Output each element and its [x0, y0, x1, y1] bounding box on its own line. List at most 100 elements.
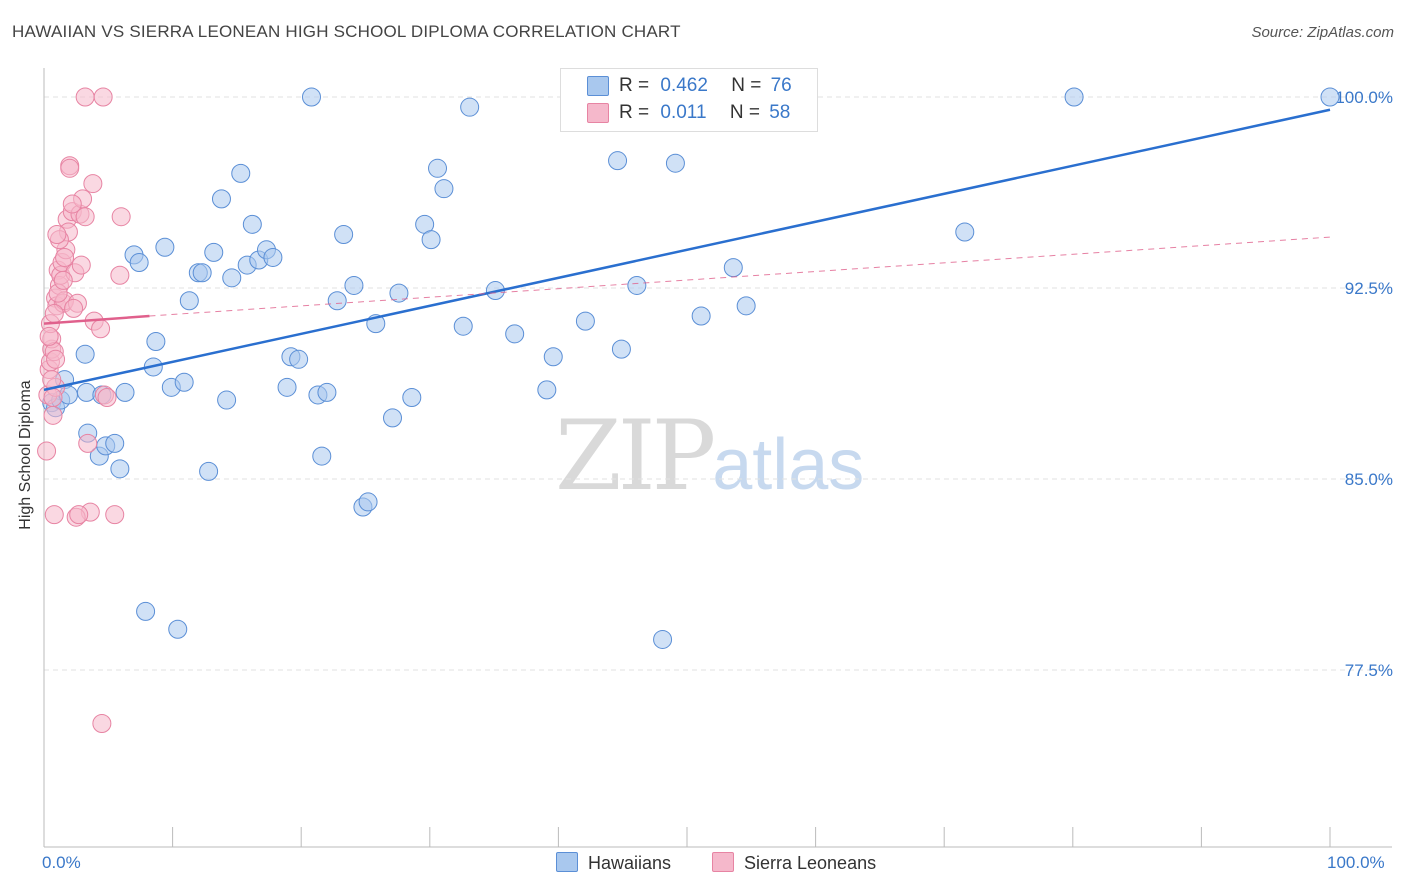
hawaiian-point [691, 306, 711, 326]
hawaiian-point [129, 253, 149, 273]
source-label: Source: ZipAtlas.com [1251, 24, 1394, 41]
hawaiian-point [115, 382, 135, 402]
hawaiian-point [453, 316, 473, 336]
hawaiian-point [736, 296, 756, 316]
legend-swatch-pink [587, 103, 609, 123]
hawaiian-point [110, 459, 130, 479]
hawaiian-point [1064, 87, 1084, 107]
hawaiian-point [575, 311, 595, 331]
hawaiian-point [327, 291, 347, 311]
sierra-leonean-point [37, 441, 57, 461]
hawaiian-point [301, 87, 321, 107]
sierra-leonean-point [64, 298, 84, 318]
hawaiian-point [242, 214, 262, 234]
legend-n-value: 76 [770, 75, 792, 96]
hawaiian-point [653, 629, 673, 649]
bottom-legend-swatch-blue [556, 852, 578, 872]
hawaiian-point [75, 344, 95, 364]
hawaiian-trend-line [43, 108, 1331, 392]
hawaiian-point [136, 601, 156, 621]
hawaiian-point [312, 446, 332, 466]
bottom-legend-label: Sierra Leoneans [744, 853, 877, 873]
sierra-leonean-point [105, 505, 125, 525]
bottom-legend-swatch-pink [712, 852, 734, 872]
hawaiian-point [611, 339, 631, 359]
sierra-leonean-point [60, 158, 80, 178]
bottom-legend-hawaiians: Hawaiians [556, 852, 671, 874]
sierra-leonean-point [44, 505, 64, 525]
bottom-legend-sierra-leoneans: Sierra Leoneans [712, 852, 876, 874]
sierra-leonean-point [93, 87, 113, 107]
y-tick-label: 77.5% [1345, 661, 1393, 680]
hawaiian-point [505, 324, 525, 344]
hawaiian-point [665, 153, 685, 173]
sierra-leonean-point [46, 349, 66, 369]
sierra-leonean-point [75, 207, 95, 227]
legend-n-value: 58 [769, 102, 791, 123]
hawaiian-point [222, 268, 242, 288]
hawaiian-point [146, 331, 166, 351]
x-tick-label-max: 100.0% [1327, 853, 1385, 872]
sierra-leonean-point [53, 270, 73, 290]
hawaiian-point [317, 382, 337, 402]
sierra-leonean-point [110, 265, 130, 285]
legend-n-label: N = [729, 102, 760, 123]
hawaiian-point [168, 619, 188, 639]
hawaiian-point [955, 222, 975, 242]
hawaiian-point [383, 408, 403, 428]
hawaiian-point [179, 291, 199, 311]
legend-r-label: R = [619, 75, 650, 96]
hawaiian-point [289, 349, 309, 369]
hawaiian-point [402, 388, 422, 408]
sierra-leonean-point [92, 713, 112, 733]
hawaiian-point [155, 237, 175, 257]
sierra-leonean-point [69, 505, 89, 525]
legend-r-value: 0.462 [660, 75, 708, 96]
sierra-leonean-point [111, 207, 131, 227]
sierra-leonean-point [47, 225, 67, 245]
hawaiian-point [537, 380, 557, 400]
x-tick-label-min: 0.0% [42, 853, 81, 872]
sierra-leonean-point [71, 255, 91, 275]
watermark-atlas: atlas [712, 425, 865, 505]
sierra-leonean-point [83, 174, 103, 194]
legend-r-label: R = [619, 102, 650, 123]
hawaiian-point [421, 230, 441, 250]
hawaiian-point [174, 372, 194, 392]
hawaiian-point [543, 347, 563, 367]
hawaiian-point [389, 283, 409, 303]
hawaiian-point [344, 275, 364, 295]
hawaiian-point [723, 258, 743, 278]
hawaiian-point [358, 492, 378, 512]
sierra-leonean-trend-line [43, 314, 150, 325]
hawaiian-point [627, 275, 647, 295]
hawaiian-point [334, 225, 354, 245]
hawaiian-point [192, 263, 212, 283]
sierra-leonean-point [91, 319, 111, 339]
sierra-leonean-point [43, 405, 63, 425]
correlation-legend: R = 0.462 N = 76 R = 0.011 N = 58 [560, 68, 818, 132]
legend-r-value: 0.011 [660, 102, 707, 123]
hawaiian-point [199, 461, 219, 481]
watermark-zip: ZIP [555, 400, 716, 512]
y-tick-label: 85.0% [1345, 470, 1393, 489]
watermark: ZIPatlas [555, 400, 864, 512]
sierra-leonean-point [55, 247, 75, 267]
hawaiian-point [428, 158, 448, 178]
y-tick-label: 92.5% [1345, 279, 1393, 298]
chart-title: HAWAIIAN VS SIERRA LEONEAN HIGH SCHOOL D… [12, 22, 681, 41]
hawaiian-point [608, 151, 628, 171]
hawaiian-point [1320, 87, 1340, 107]
sierra-leonean-point [44, 303, 64, 323]
sierra-leonean-point [97, 388, 117, 408]
hawaiian-point [204, 242, 224, 262]
sierra-leonean-point [62, 194, 82, 214]
hawaiian-point [460, 97, 480, 117]
hawaiian-point [263, 247, 283, 267]
hawaiian-point [217, 390, 237, 410]
sierra-leonean-point [78, 433, 98, 453]
bottom-legend-label: Hawaiians [588, 853, 672, 873]
hawaiian-point [105, 433, 125, 453]
hawaiian-point [277, 377, 297, 397]
